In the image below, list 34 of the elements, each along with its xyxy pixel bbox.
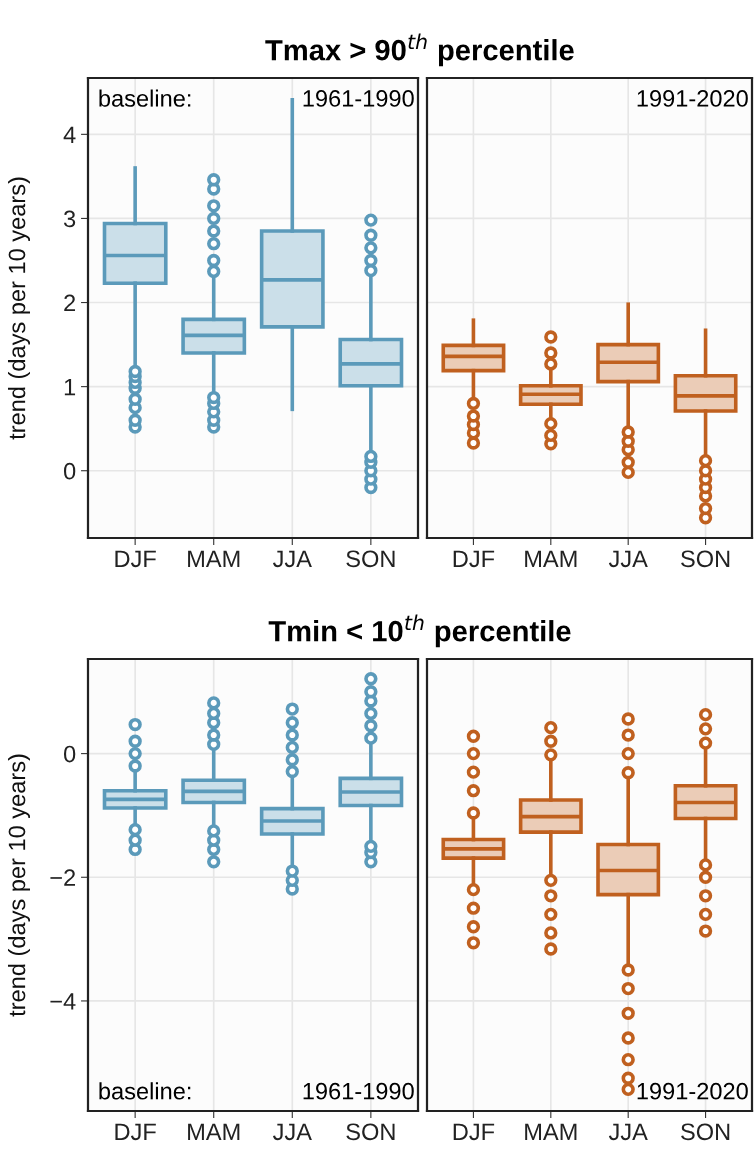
chart-title: Tmin < 10$^{th}$ percentile <box>268 614 571 648</box>
x-tick-label: MAM <box>188 1123 240 1140</box>
annotation: 1991-2020 <box>637 90 748 107</box>
x-tick-label: SON <box>346 550 395 568</box>
x-tick-label: MAM <box>188 550 240 567</box>
x-tick-label: JJA <box>272 1123 312 1141</box>
x-tick-label: MAM <box>525 550 577 567</box>
x-tick-label: JJA <box>272 550 312 568</box>
x-tick-label: DJF <box>453 550 495 568</box>
annotation: 1961-1990 <box>303 90 414 107</box>
y-tick-label: −2 <box>50 869 76 886</box>
annotation: 1961-1990 <box>303 1082 414 1100</box>
y-tick-label: 0 <box>63 745 76 763</box>
x-tick-label: SON <box>681 1123 730 1141</box>
y-tick-label: −4 <box>50 993 76 1010</box>
y-tick-label: 0 <box>63 462 76 480</box>
annotation: baseline: <box>99 1082 191 1100</box>
x-tick-label: SON <box>681 550 730 568</box>
x-tick-label: DJF <box>115 550 156 568</box>
x-tick-label: SON <box>346 1123 395 1141</box>
annotation: baseline: <box>99 89 191 107</box>
y-tick-label: 1 <box>64 378 76 396</box>
y-axis-title: trend (days per 10 years) <box>7 754 30 1017</box>
x-tick-label: DJF <box>453 1123 495 1141</box>
annotation: 1991-2020 <box>637 1082 748 1100</box>
x-tick-label: JJA <box>608 1123 648 1141</box>
y-tick-label: 3 <box>63 210 76 228</box>
x-tick-label: MAM <box>525 1123 577 1140</box>
y-tick-label: 2 <box>64 294 76 312</box>
chart-title: Tmax > 90$^{th}$ percentile <box>265 33 574 67</box>
x-tick-label: JJA <box>608 550 648 568</box>
y-axis-title: trend (days per 10 years) <box>7 177 30 440</box>
y-tick-label: 4 <box>63 126 76 143</box>
x-tick-label: DJF <box>115 1123 156 1141</box>
